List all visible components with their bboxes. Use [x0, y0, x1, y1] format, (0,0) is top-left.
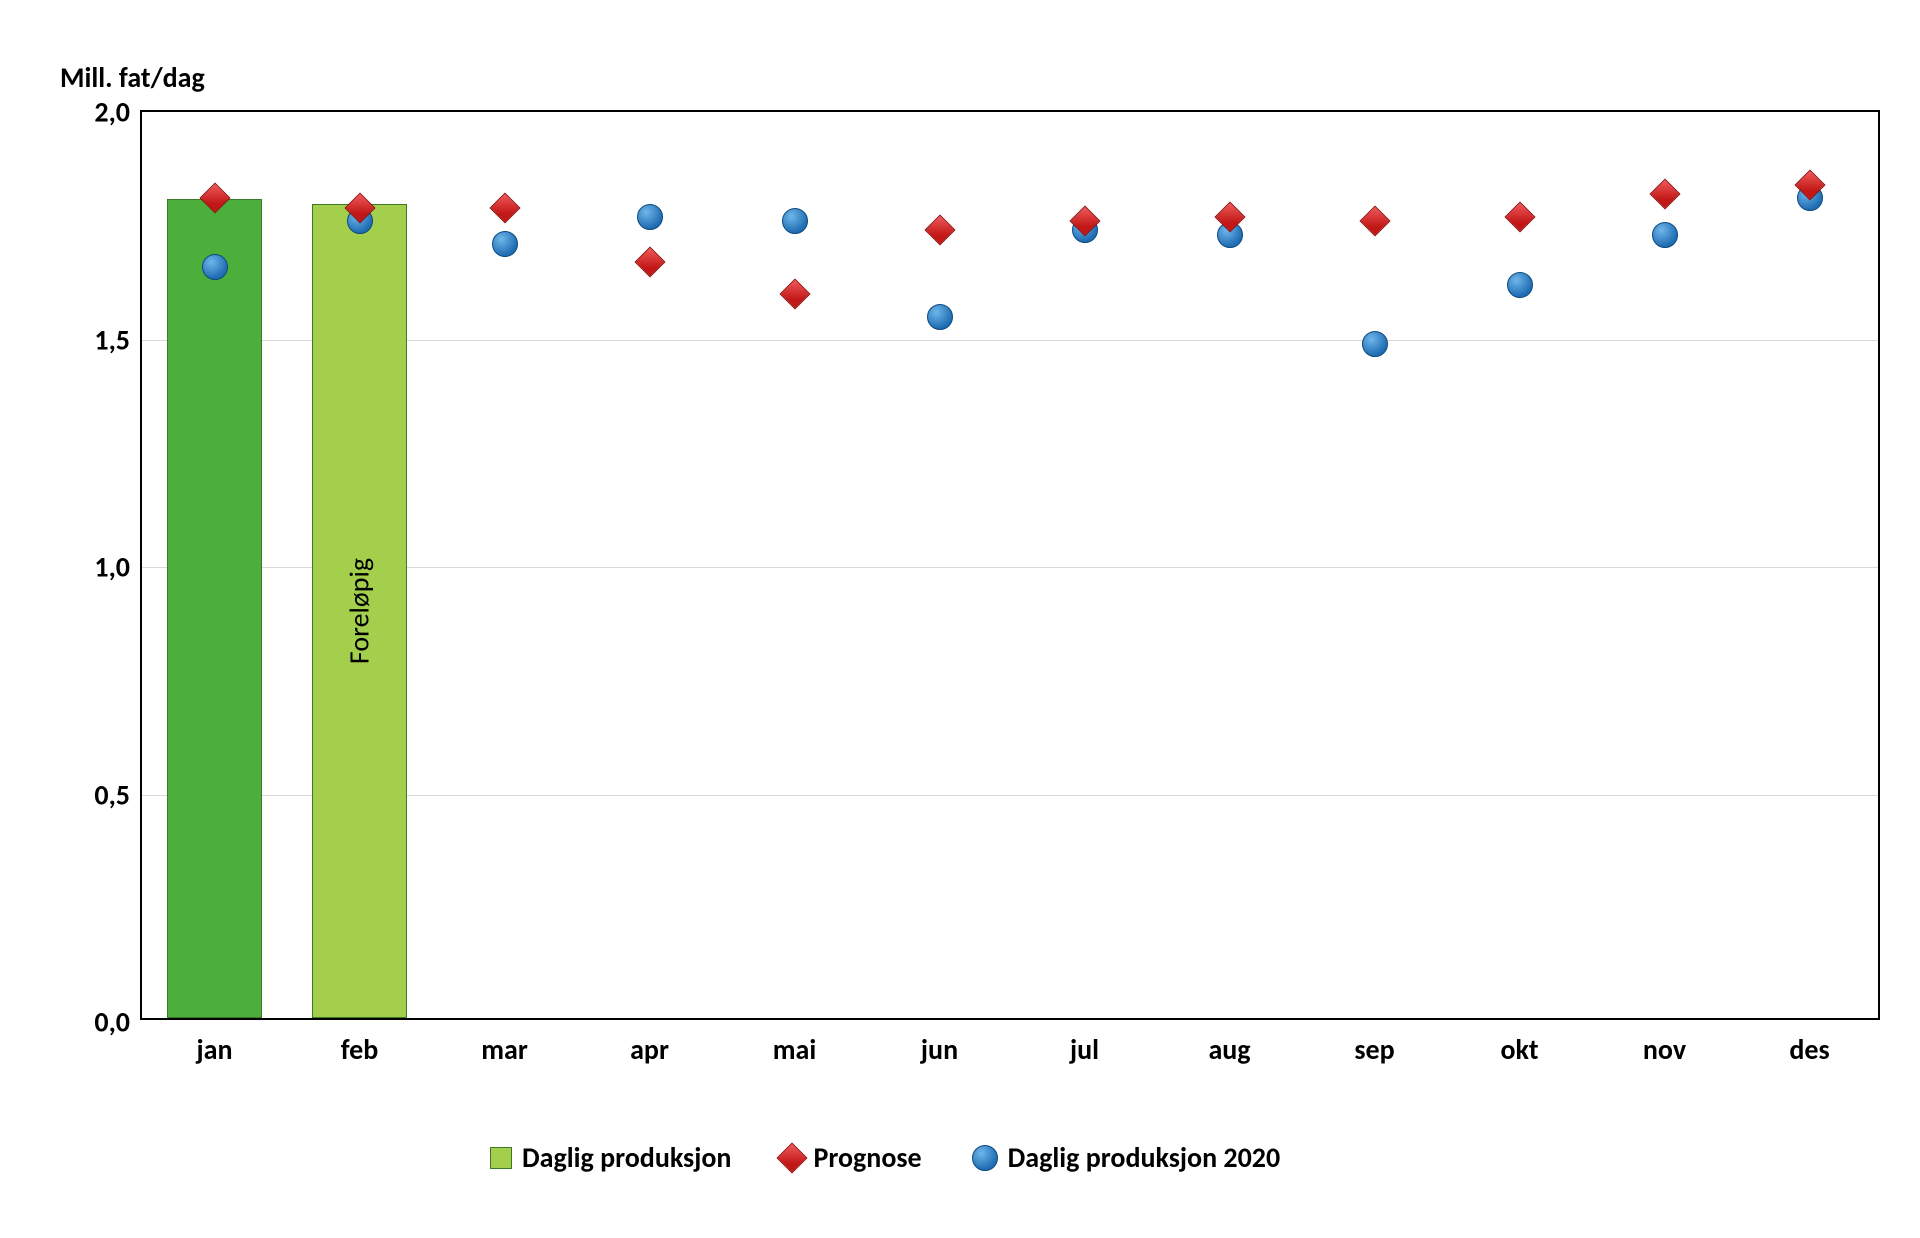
legend-swatch-diamond [777, 1142, 808, 1173]
marker-prognose [924, 215, 955, 246]
marker-2020 [1652, 222, 1678, 248]
legend-swatch-circle [972, 1145, 998, 1171]
marker-prognose [1649, 178, 1680, 209]
production-chart: Mill. fat/dag 0,00,51,01,52,0janfebForel… [30, 30, 1890, 1208]
y-tick-label: 1,5 [94, 322, 142, 357]
bar-annotation: Foreløpig [342, 558, 377, 664]
x-tick-label: des [1789, 1018, 1829, 1067]
x-tick-label: nov [1643, 1018, 1686, 1067]
marker-prognose [489, 192, 520, 223]
marker-prognose [1504, 201, 1535, 232]
x-tick-label: sep [1354, 1018, 1394, 1067]
marker-2020 [202, 254, 228, 280]
y-tick-label: 0,5 [94, 777, 142, 812]
x-tick-label: apr [630, 1018, 669, 1067]
marker-2020 [782, 208, 808, 234]
legend-item-prognose: Prognose [781, 1140, 921, 1175]
legend: Daglig produksjon Prognose Daglig produk… [490, 1140, 1280, 1175]
x-tick-label: feb [341, 1018, 379, 1067]
y-tick-label: 0,0 [94, 1005, 142, 1040]
x-tick-label: mai [773, 1018, 816, 1067]
marker-2020 [1507, 272, 1533, 298]
bar: Foreløpig [312, 204, 408, 1018]
y-tick-label: 2,0 [94, 95, 142, 130]
plot-area: 0,00,51,01,52,0janfebForeløpigmaraprmaij… [140, 110, 1880, 1020]
legend-swatch-bar [490, 1147, 512, 1169]
marker-2020 [927, 304, 953, 330]
marker-2020 [637, 204, 663, 230]
marker-prognose [1359, 206, 1390, 237]
bar [167, 199, 263, 1018]
x-tick-label: okt [1500, 1018, 1538, 1067]
x-tick-label: jan [197, 1018, 233, 1067]
x-tick-label: mar [481, 1018, 528, 1067]
legend-item-daglig-produksjon: Daglig produksjon [490, 1140, 731, 1175]
marker-prognose [779, 278, 810, 309]
x-tick-label: jul [1070, 1018, 1099, 1067]
x-tick-label: jun [921, 1018, 958, 1067]
marker-prognose [634, 247, 665, 278]
legend-label: Prognose [813, 1140, 921, 1175]
marker-2020 [1362, 331, 1388, 357]
legend-label: Daglig produksjon [522, 1140, 731, 1175]
y-tick-label: 1,0 [94, 550, 142, 585]
y-axis-title: Mill. fat/dag [60, 60, 205, 95]
legend-label: Daglig produksjon 2020 [1008, 1140, 1281, 1175]
x-tick-label: aug [1208, 1018, 1250, 1067]
marker-2020 [492, 231, 518, 257]
legend-item-2020: Daglig produksjon 2020 [972, 1140, 1281, 1175]
